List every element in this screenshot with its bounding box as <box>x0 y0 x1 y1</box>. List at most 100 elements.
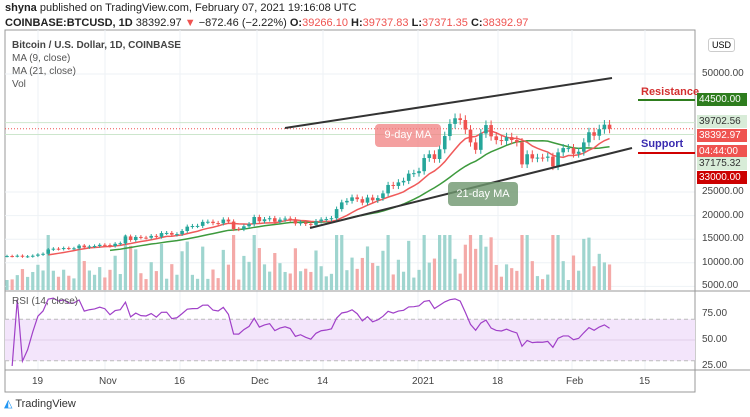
volume-bar <box>77 248 81 290</box>
volume-bar <box>113 255 117 290</box>
candle-body <box>118 243 123 245</box>
volume-bar <box>582 238 586 290</box>
upper-trend-line <box>284 77 613 129</box>
volume-bar <box>36 264 40 290</box>
candle-body <box>489 125 493 137</box>
volume-bar <box>489 237 493 290</box>
candle-body <box>334 209 339 219</box>
time-tick-label: 2021 <box>412 376 435 387</box>
volume-bar <box>381 250 385 290</box>
candle-body <box>283 218 287 220</box>
volume-bar <box>396 259 400 290</box>
volume-bar <box>587 237 591 290</box>
volume-bar <box>329 273 334 290</box>
last-price-label: 38392.97 <box>697 129 747 142</box>
candle-body <box>535 157 540 159</box>
l-label: L: <box>411 17 422 29</box>
last-price: 38392.97 <box>135 17 182 29</box>
candle-body <box>154 235 159 237</box>
legend-rsi[interactable]: RSI (14, close) <box>12 296 79 307</box>
candle-body <box>46 249 50 254</box>
candle-body <box>463 120 468 130</box>
volume-bar <box>484 246 488 290</box>
o-label: O: <box>289 17 303 29</box>
volume-bar <box>221 249 225 290</box>
open-value: 39266.10 <box>302 17 348 29</box>
volume-bar <box>607 264 612 290</box>
candle-body <box>72 248 76 250</box>
volume-bar <box>566 280 570 290</box>
candle-body <box>525 154 529 165</box>
volume-bar <box>216 278 220 290</box>
volume-bar <box>597 253 601 290</box>
support-label: Support <box>641 138 684 150</box>
volume-bar <box>422 235 426 290</box>
candle-body <box>5 256 9 258</box>
volume-bar <box>206 278 210 290</box>
candle-body <box>200 221 205 226</box>
candle-body <box>303 222 308 224</box>
candle-body <box>278 219 282 222</box>
candle-body <box>211 221 215 224</box>
candle-body <box>190 226 195 228</box>
volume-bar <box>499 276 503 290</box>
candle-body <box>453 118 457 124</box>
volume-bar <box>417 269 421 290</box>
candle-body <box>298 222 303 224</box>
volume-bar <box>432 258 437 290</box>
legend-vol[interactable]: Vol <box>12 79 26 90</box>
candle-body <box>206 221 210 223</box>
symbol: COINBASE:BTCUSD, 1D <box>5 17 133 29</box>
candle-body <box>597 129 602 136</box>
candle-body <box>25 256 30 258</box>
candle-body <box>41 253 45 255</box>
volume-bar <box>427 262 431 290</box>
volume-bar <box>134 249 138 290</box>
candle-body <box>216 223 220 225</box>
volume-bar <box>149 262 153 290</box>
candle-body <box>267 218 272 220</box>
candle-body <box>370 197 375 201</box>
legend-ma21[interactable]: MA (21, close) <box>12 66 76 77</box>
candle-body <box>144 237 148 239</box>
candle-body <box>226 219 231 222</box>
volume-bar <box>412 277 416 290</box>
candle-body <box>149 235 153 238</box>
candle-body <box>602 124 607 130</box>
volume-bar <box>288 273 292 290</box>
legend-ma9[interactable]: MA (9, close) <box>12 53 71 64</box>
volume-bar <box>154 271 158 290</box>
candle-body <box>381 193 385 199</box>
resistance-label: Resistance <box>641 86 700 98</box>
currency-button[interactable]: USD <box>708 38 736 52</box>
volume-bar <box>98 267 102 290</box>
volume-bar <box>118 274 122 290</box>
candle-body <box>113 243 117 246</box>
candle-body <box>417 171 421 174</box>
volume-bar <box>10 279 14 290</box>
volume-bar <box>443 235 447 290</box>
volume-bar <box>232 235 236 290</box>
volume-bar <box>92 274 97 290</box>
high-price-label: 39702.56 <box>697 115 747 128</box>
candle-body <box>319 219 323 222</box>
publish-text: published on TradingView.com, February 0… <box>39 2 357 14</box>
tradingview-logo[interactable]: ◭ TradingView <box>4 397 76 410</box>
price-tick-label: 50000.00 <box>702 68 744 79</box>
volume-bar <box>278 263 282 290</box>
volume-bar <box>551 235 555 290</box>
candle-body <box>448 123 452 137</box>
volume-bar <box>31 271 35 290</box>
candle-body <box>530 154 535 159</box>
candle-body <box>458 118 462 121</box>
c-label: C: <box>470 17 483 29</box>
volume-bar <box>293 248 297 290</box>
volume-bar <box>103 277 107 290</box>
volume-bar <box>82 261 86 290</box>
volume-bar <box>504 264 509 290</box>
candle-body <box>164 232 169 234</box>
tradingview-logo-icon: ◭ <box>4 398 13 410</box>
candle-body <box>571 148 576 154</box>
candle-body <box>427 154 432 159</box>
